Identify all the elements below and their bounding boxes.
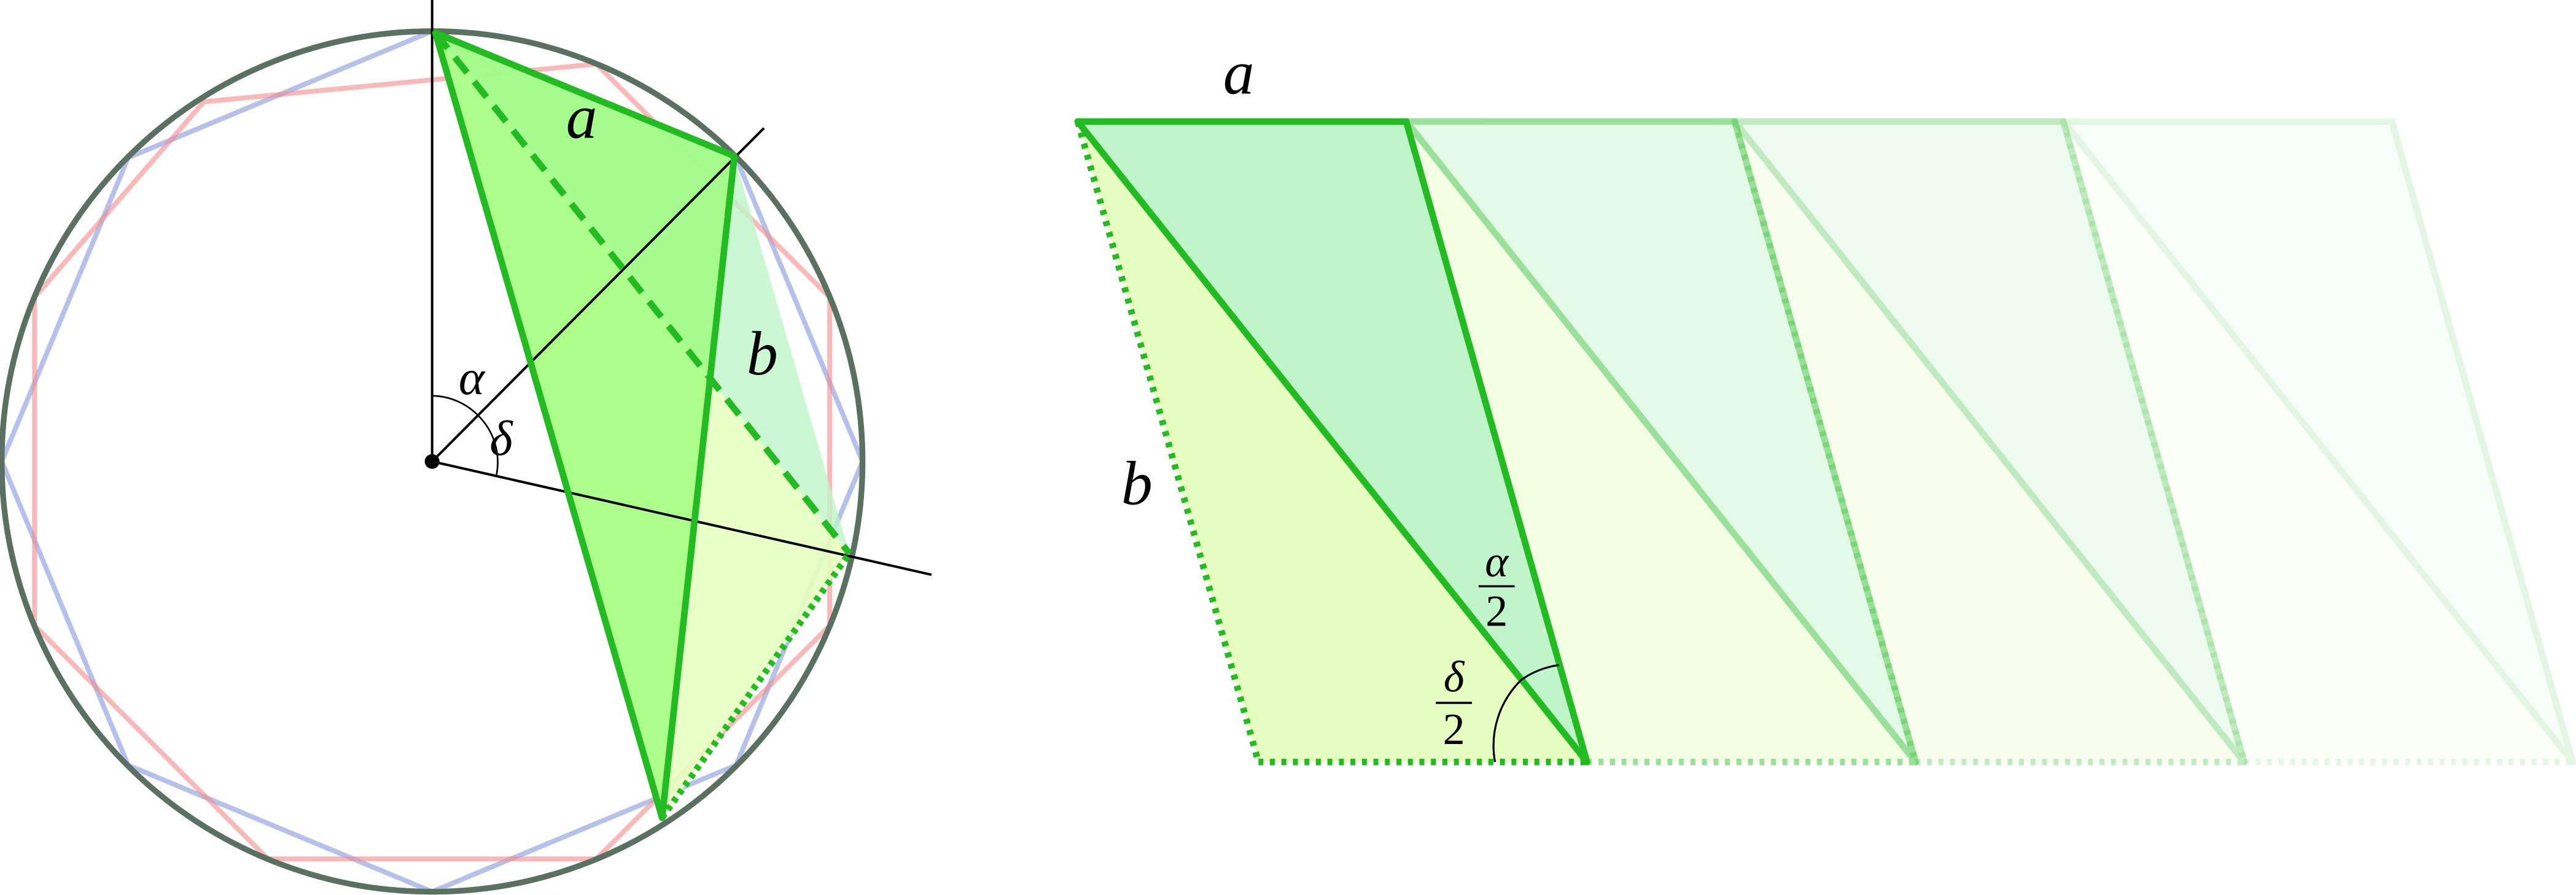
lower-triangle — [2063, 121, 2573, 762]
delta-half-denominator: 2 — [1443, 705, 1465, 754]
edge-b — [1732, 120, 1919, 763]
diagonal — [1403, 118, 1919, 765]
diagonal — [2060, 118, 2576, 765]
alpha-half-arc — [1520, 664, 1560, 681]
ray-delta — [432, 460, 932, 576]
diagonal — [1731, 118, 2247, 765]
alpha-half-denominator: 2 — [1485, 586, 1508, 635]
label-delta: δ — [489, 411, 513, 466]
edge-b — [1074, 120, 1262, 763]
edge-right — [1731, 118, 1919, 765]
edge-right — [1403, 118, 1590, 765]
delta-arc — [477, 414, 499, 477]
triangle-outline — [432, 29, 738, 821]
alpha-half-numerator: α — [1485, 537, 1509, 586]
label-a: a — [566, 82, 597, 152]
alpha-arc — [432, 395, 479, 416]
dashed-chord — [432, 31, 852, 556]
green-triangle — [435, 33, 734, 818]
edge-right — [2060, 118, 2247, 765]
parallelogram — [1731, 118, 2247, 765]
parallelogram — [2060, 118, 2576, 765]
ray-alpha — [431, 127, 765, 463]
parallelograms — [1074, 118, 2576, 765]
dotted-chord — [659, 551, 852, 820]
center-point — [424, 454, 440, 469]
edge-right — [2388, 118, 2576, 765]
lower-triangle — [1735, 121, 2244, 762]
label-b: b — [1121, 448, 1153, 517]
right-figure: a b α 2 δ 2 — [1074, 37, 2576, 765]
left-figure: a b α δ — [0, 0, 932, 895]
parallelogram — [1074, 118, 1590, 765]
upper-triangle — [2063, 121, 2573, 762]
label-alpha: α — [459, 351, 486, 405]
label-a: a — [1223, 37, 1255, 107]
delta-half-numerator: δ — [1444, 652, 1465, 701]
diagonal — [1074, 118, 1590, 765]
upper-triangle — [1406, 121, 1916, 762]
label-b: b — [747, 319, 778, 388]
delta-half-arc — [1492, 679, 1522, 762]
edge-b — [2060, 120, 2247, 763]
